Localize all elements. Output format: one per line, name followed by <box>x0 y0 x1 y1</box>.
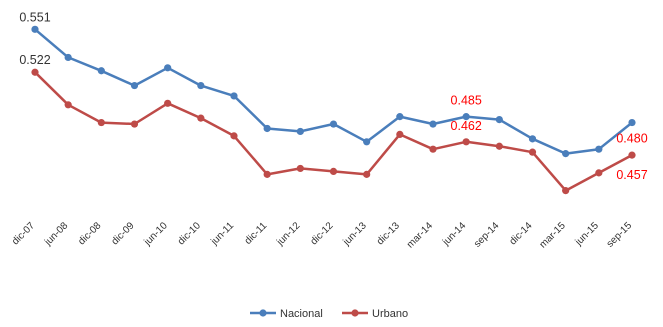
data-point <box>130 81 139 90</box>
data-point <box>528 148 537 156</box>
data-label: 0.457 <box>616 168 647 182</box>
data-point <box>31 68 39 76</box>
x-tick-label: dic-12 <box>309 220 336 247</box>
data-label: 0.480 <box>616 132 647 146</box>
x-tick-label: dic-14 <box>508 220 535 247</box>
data-point <box>263 170 271 178</box>
x-tick-label: jun-13 <box>341 220 369 248</box>
data-point <box>64 101 72 109</box>
data-point <box>230 92 238 100</box>
data-point <box>462 113 470 121</box>
data-label: 0.462 <box>451 119 482 133</box>
data-point <box>197 81 205 90</box>
data-label: 0.551 <box>19 10 50 24</box>
x-axis: dic-07 jun-08 dic-08 dic-09 jun-10 dic-10 jun-… <box>10 220 634 250</box>
data-point <box>130 120 139 128</box>
data-point <box>562 150 570 158</box>
x-tick-label: dic-10 <box>176 220 203 247</box>
data-point <box>495 142 503 150</box>
series-urbano <box>31 68 636 195</box>
data-point <box>230 132 238 140</box>
data-point <box>363 170 371 178</box>
x-tick-label: mar-14 <box>405 220 435 250</box>
data-point <box>31 25 39 33</box>
data-point <box>528 135 537 143</box>
x-tick-label: mar-15 <box>538 220 568 250</box>
data-point <box>263 124 271 133</box>
legend-swatch-marker <box>351 309 359 317</box>
x-tick-label: jun-08 <box>42 220 70 248</box>
data-point <box>462 138 470 146</box>
x-tick-label: jun-14 <box>440 220 468 248</box>
x-tick-label: sep-14 <box>472 220 502 250</box>
data-point <box>296 164 304 173</box>
data-point <box>495 116 503 124</box>
x-tick-label: jun-12 <box>274 220 302 248</box>
series-line-nacional <box>34 28 633 155</box>
x-tick-label: dic-08 <box>76 220 103 247</box>
data-point <box>64 53 72 62</box>
data-point <box>396 113 404 121</box>
data-point <box>164 99 172 107</box>
data-point <box>595 169 603 177</box>
x-tick-label: jun-15 <box>573 220 601 248</box>
data-point <box>329 167 338 175</box>
series-group <box>31 25 636 195</box>
legend-item-urbano: Urbano <box>342 308 408 320</box>
x-tick-label: dic-07 <box>10 220 37 247</box>
data-label: 0.522 <box>19 53 50 67</box>
data-point <box>562 187 570 195</box>
data-point <box>329 120 338 128</box>
data-point <box>628 118 636 127</box>
legend-label: Urbano <box>372 308 408 320</box>
data-point <box>429 145 437 153</box>
data-point <box>97 118 105 127</box>
data-point <box>429 120 437 128</box>
data-point <box>396 130 404 138</box>
x-tick-label: sep-15 <box>605 220 635 250</box>
data-point <box>628 151 636 159</box>
data-point <box>595 145 603 153</box>
x-tick-label: dic-13 <box>375 220 402 247</box>
x-tick-label: dic-09 <box>110 220 137 247</box>
data-point <box>363 138 371 146</box>
data-point <box>97 67 105 75</box>
x-tick-label: dic-11 <box>243 220 270 247</box>
data-labels: 0.551 0.522 0.485 0.462 0.480 0.457 <box>19 10 647 182</box>
legend: Nacional Urbano <box>250 308 408 320</box>
data-point <box>296 127 304 136</box>
legend-swatch-marker <box>259 309 267 317</box>
x-tick-label: jun-10 <box>142 220 170 248</box>
legend-label: Nacional <box>280 308 323 320</box>
series-nacional <box>31 25 636 158</box>
data-point <box>197 114 205 122</box>
data-label: 0.485 <box>451 94 482 108</box>
x-tick-label: jun-11 <box>208 220 236 248</box>
data-point <box>164 64 172 72</box>
legend-item-nacional: Nacional <box>250 308 323 320</box>
